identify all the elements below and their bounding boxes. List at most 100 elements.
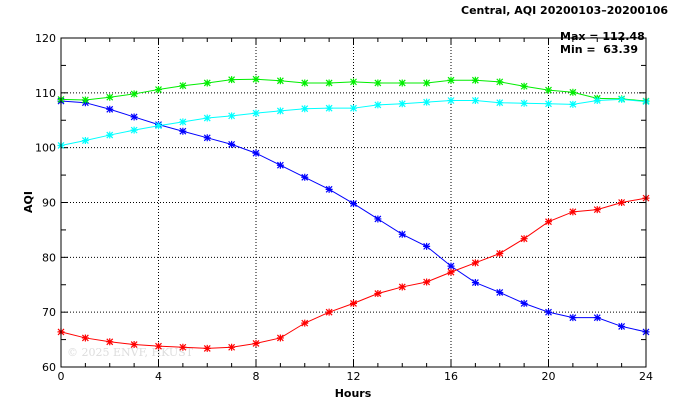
- blue-data-point: [228, 140, 236, 148]
- green-data-point: [545, 86, 552, 94]
- green-data-point: [130, 90, 138, 98]
- red-data-point: [155, 342, 162, 350]
- cyan-data-point: [374, 101, 382, 109]
- blue-data-point: [203, 134, 211, 142]
- red-data-point: [569, 208, 577, 216]
- cyan-data-point: [325, 104, 333, 112]
- green-data-point: [471, 76, 479, 84]
- blue-data-point: [106, 105, 114, 113]
- red-data-point: [203, 344, 211, 352]
- green-data-point: [569, 88, 577, 96]
- blue-data-point: [301, 173, 309, 181]
- green-data-point: [155, 86, 162, 94]
- red-data-point: [398, 283, 406, 291]
- y-tick-label: 100: [35, 142, 56, 155]
- cyan-data-point: [447, 97, 455, 105]
- cyan-data-point: [471, 97, 479, 105]
- green-data-point: [350, 78, 357, 86]
- cyan-data-point: [276, 107, 284, 115]
- min-annotation: Min = 63.39: [560, 43, 638, 56]
- cyan-data-point: [179, 118, 187, 126]
- blue-data-point: [471, 279, 479, 287]
- cyan-data-point: [423, 98, 431, 106]
- y-axis-label: AQI: [22, 191, 35, 213]
- cyan-data-point: [155, 122, 162, 130]
- y-tick-label: 90: [42, 197, 56, 210]
- cyan-data-point: [618, 95, 626, 103]
- green-data-point: [276, 77, 284, 85]
- red-data-point: [325, 308, 333, 316]
- green-data-point: [301, 79, 309, 87]
- green-data-point: [228, 76, 236, 84]
- blue-data-point: [398, 230, 406, 238]
- watermark: © 2025 ENVF, HKUST: [67, 346, 194, 359]
- x-tick-label: 24: [639, 370, 653, 383]
- blue-data-point: [520, 299, 528, 307]
- blue-series-line: [60, 100, 647, 333]
- blue-data-point: [350, 200, 357, 208]
- cyan-data-point: [496, 99, 504, 107]
- red-data-point: [130, 341, 138, 349]
- green-data-point: [447, 76, 455, 84]
- blue-data-point: [618, 322, 626, 330]
- y-tick-label: 120: [35, 32, 56, 45]
- blue-data-point: [545, 308, 552, 316]
- blue-data-point: [130, 113, 138, 121]
- red-data-point: [471, 259, 479, 267]
- cyan-data-point: [545, 100, 552, 108]
- green-data-point: [325, 79, 333, 87]
- green-data-point: [423, 79, 431, 87]
- red-data-point: [228, 343, 236, 351]
- cyan-data-point: [81, 137, 89, 145]
- blue-data-point: [374, 215, 382, 223]
- red-data-point: [593, 206, 601, 214]
- green-data-point: [374, 79, 382, 87]
- y-tick-label: 110: [35, 87, 56, 100]
- red-data-point: [423, 278, 431, 286]
- y-tick-label: 60: [42, 361, 56, 374]
- plot-frame: [60, 37, 647, 368]
- cyan-data-point: [593, 97, 601, 105]
- green-data-point: [106, 93, 114, 101]
- cyan-data-point: [228, 112, 236, 120]
- x-tick-label: 12: [347, 370, 361, 383]
- blue-data-point: [325, 185, 333, 193]
- red-data-point: [447, 268, 455, 276]
- green-data-point: [252, 75, 260, 83]
- max-annotation: Max = 112.48: [560, 30, 645, 43]
- cyan-data-point: [252, 109, 260, 117]
- green-data-point: [496, 78, 504, 86]
- blue-data-point: [593, 314, 601, 322]
- cyan-data-point: [106, 131, 114, 139]
- blue-data-point: [423, 242, 431, 250]
- red-data-point: [301, 319, 309, 327]
- red-data-point: [179, 343, 187, 351]
- red-data-point: [81, 334, 89, 342]
- x-tick-label: 16: [444, 370, 458, 383]
- green-data-point: [398, 79, 406, 87]
- cyan-data-point: [301, 105, 309, 113]
- cyan-data-point: [130, 126, 138, 134]
- red-data-point: [374, 290, 382, 298]
- blue-data-point: [569, 314, 577, 322]
- green-data-point: [179, 82, 187, 90]
- cyan-data-point: [350, 104, 357, 112]
- y-tick-label: 70: [42, 306, 56, 319]
- red-data-point: [350, 299, 357, 307]
- chart-title: Central, AQI 20200103–20200106: [461, 4, 668, 17]
- x-tick-label: 20: [542, 370, 556, 383]
- x-axis-label: Hours: [335, 387, 372, 400]
- red-data-point: [252, 339, 260, 347]
- y-tick-label: 80: [42, 251, 56, 264]
- red-data-point: [618, 199, 626, 206]
- green-data-point: [203, 79, 211, 87]
- red-data-point: [520, 235, 528, 243]
- x-tick-label: 0: [58, 370, 65, 383]
- cyan-data-point: [203, 114, 211, 122]
- cyan-data-point: [520, 99, 528, 107]
- blue-data-point: [179, 127, 187, 135]
- x-tick-label: 4: [155, 370, 162, 383]
- red-data-point: [496, 249, 504, 257]
- blue-data-point: [252, 149, 260, 157]
